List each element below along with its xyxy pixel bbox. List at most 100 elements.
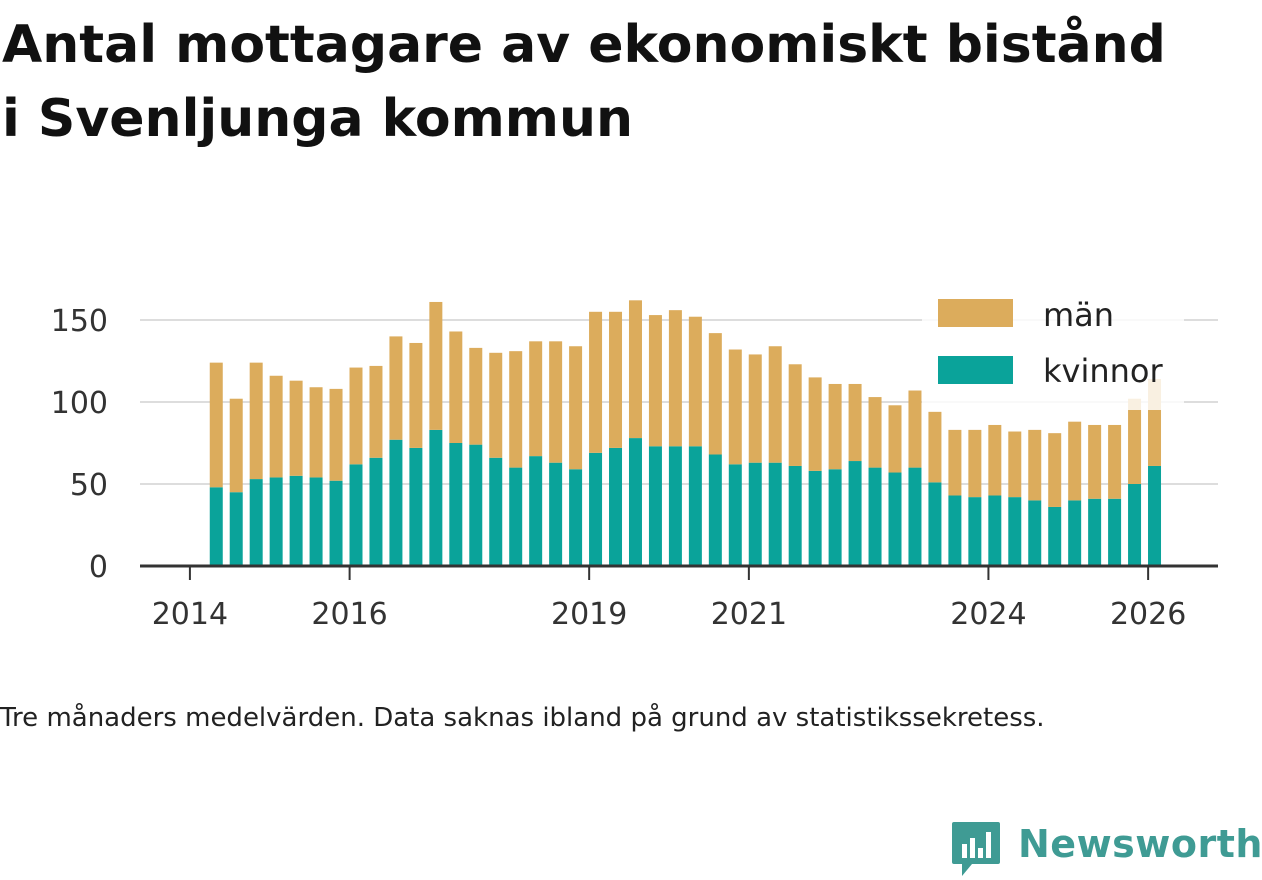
chart-title: Antal mottagare av ekonomiskt bistånd i … (2, 8, 1260, 156)
bar-man (509, 351, 523, 468)
bar-man (888, 405, 902, 473)
bar-man (768, 346, 782, 463)
newsworthy-logo: Newsworthy (950, 818, 1262, 880)
bar-man (788, 364, 802, 466)
bar-man (449, 331, 463, 443)
bar-kvinnor (369, 457, 383, 566)
bar-man (1128, 398, 1142, 484)
bar-kvinnor (868, 467, 882, 566)
bar-kvinnor (688, 446, 702, 566)
bar-man (1088, 424, 1102, 499)
bar-kvinnor (1148, 465, 1162, 566)
bar-man (329, 388, 343, 481)
bar-kvinnor (289, 475, 303, 566)
bar-kvinnor (768, 462, 782, 566)
bar-man (249, 362, 263, 480)
bar-kvinnor (489, 457, 503, 566)
bar-man (569, 346, 583, 470)
bar-man (828, 383, 842, 470)
bar-kvinnor (549, 462, 563, 566)
bar-man (609, 311, 623, 448)
y-tick-label-150: 150 (51, 304, 108, 339)
bar-man (1068, 421, 1082, 501)
bar-kvinnor (1048, 506, 1062, 566)
bar-man (648, 315, 662, 447)
bar-man (748, 354, 762, 463)
bar-kvinnor (529, 456, 543, 566)
bar-man (948, 429, 962, 496)
bar-man (489, 352, 503, 458)
bar-kvinnor (209, 487, 223, 566)
newsworthy-logo-text: Newsworthy (1018, 822, 1262, 866)
bar-man (349, 367, 363, 465)
bar-kvinnor (229, 492, 243, 566)
bar-man (1108, 424, 1122, 499)
bar-man (688, 316, 702, 447)
stacked-bar-chart: 0 50 100 150 2014 2016 2019 2021 2024 2026 män kvin… (50, 296, 1218, 632)
bar-kvinnor (848, 461, 862, 566)
bar-man (589, 311, 603, 453)
x-tick-label-2019: 2019 (551, 597, 627, 632)
bar-man (529, 341, 543, 457)
bar-kvinnor (628, 438, 642, 566)
bar-man (868, 397, 882, 468)
bar-man (209, 362, 223, 488)
x-tick-label-2026: 2026 (1110, 597, 1186, 632)
x-tick-label-2014: 2014 (152, 597, 228, 632)
bar-kvinnor (1128, 484, 1142, 566)
newsworthy-logo-icon (952, 822, 1000, 876)
bar-kvinnor (309, 477, 323, 566)
bar-man (968, 429, 982, 498)
bar-man (1028, 429, 1042, 501)
bar-kvinnor (449, 443, 463, 566)
bar-kvinnor (788, 465, 802, 566)
bar-kvinnor (509, 467, 523, 566)
x-tick-label-2016: 2016 (311, 597, 387, 632)
bar-man (1008, 431, 1022, 498)
bar-man (269, 375, 283, 478)
bar-kvinnor (808, 470, 822, 566)
bar-man (988, 424, 1002, 496)
bar-man (469, 347, 483, 445)
bar-kvinnor (748, 462, 762, 566)
bar-kvinnor (569, 469, 583, 566)
bar-man (309, 387, 323, 478)
bar-kvinnor (249, 479, 263, 566)
bar-man (409, 342, 423, 448)
bar-man (549, 341, 563, 463)
bar-man (928, 411, 942, 483)
bar-kvinnor (469, 444, 483, 566)
bar-kvinnor (589, 452, 603, 566)
bar-kvinnor (928, 482, 942, 566)
bar-kvinnor (648, 446, 662, 566)
bar-kvinnor (1008, 497, 1022, 566)
bar-kvinnor (888, 472, 902, 566)
bar-kvinnor (349, 464, 363, 566)
title-line-2: i Svenljunga kommun (2, 89, 633, 149)
legend-label-man: män (1043, 296, 1114, 334)
bar-man (848, 383, 862, 462)
legend-swatch-kvinnor (938, 356, 1013, 384)
bar-man (289, 380, 303, 476)
bar-man (369, 365, 383, 458)
bar-man (1048, 433, 1062, 507)
bar-man (708, 333, 722, 455)
bar-man (728, 349, 742, 465)
bar-kvinnor (329, 480, 343, 566)
legend-label-kvinnor: kvinnor (1043, 352, 1164, 390)
bar-kvinnor (389, 439, 403, 566)
bar-man (429, 301, 443, 430)
bar-man (668, 310, 682, 447)
bar-kvinnor (1108, 498, 1122, 566)
bar-kvinnor (668, 446, 682, 566)
y-tick-label-50: 50 (70, 468, 108, 503)
bar-kvinnor (1068, 500, 1082, 566)
bar-man (628, 300, 642, 439)
bar-kvinnor (908, 467, 922, 566)
y-tick-label-0: 0 (89, 550, 108, 585)
y-tick-label-100: 100 (51, 386, 108, 421)
legend-swatch-man (938, 299, 1013, 327)
bar-kvinnor (988, 495, 1002, 566)
bar-kvinnor (828, 469, 842, 566)
x-tick-label-2024: 2024 (950, 597, 1026, 632)
